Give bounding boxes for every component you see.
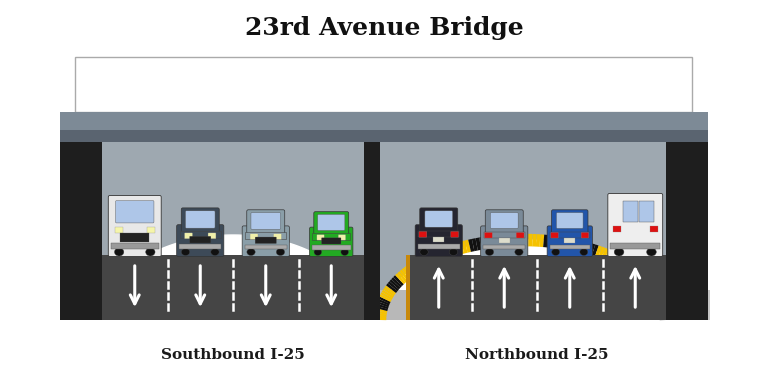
Bar xyxy=(179,245,221,249)
Bar xyxy=(611,243,660,249)
Bar xyxy=(483,245,525,250)
Bar xyxy=(433,237,444,242)
FancyBboxPatch shape xyxy=(557,213,583,228)
FancyBboxPatch shape xyxy=(451,232,458,237)
FancyBboxPatch shape xyxy=(481,226,528,257)
Bar xyxy=(550,232,590,238)
Bar xyxy=(60,142,102,320)
FancyBboxPatch shape xyxy=(181,208,219,232)
FancyBboxPatch shape xyxy=(185,211,215,228)
Bar xyxy=(60,290,102,320)
Bar xyxy=(406,255,410,320)
FancyBboxPatch shape xyxy=(177,225,223,257)
Polygon shape xyxy=(102,235,364,320)
Bar xyxy=(60,142,708,320)
FancyBboxPatch shape xyxy=(581,232,589,238)
FancyBboxPatch shape xyxy=(547,226,592,257)
Ellipse shape xyxy=(580,248,588,255)
Polygon shape xyxy=(380,240,666,320)
FancyBboxPatch shape xyxy=(184,233,193,239)
Bar xyxy=(418,231,459,237)
FancyBboxPatch shape xyxy=(551,210,588,233)
Bar xyxy=(613,226,621,232)
Ellipse shape xyxy=(247,248,255,255)
FancyBboxPatch shape xyxy=(208,233,216,239)
Ellipse shape xyxy=(314,248,322,255)
Bar xyxy=(624,201,638,222)
FancyBboxPatch shape xyxy=(247,210,285,233)
FancyBboxPatch shape xyxy=(255,237,276,243)
Bar xyxy=(60,130,708,142)
FancyBboxPatch shape xyxy=(190,236,211,243)
Bar xyxy=(180,231,221,238)
FancyBboxPatch shape xyxy=(310,227,353,257)
FancyBboxPatch shape xyxy=(485,210,523,233)
Bar xyxy=(364,142,380,320)
FancyBboxPatch shape xyxy=(108,195,161,257)
Ellipse shape xyxy=(341,248,349,255)
Ellipse shape xyxy=(420,248,429,255)
Text: Southbound I-25: Southbound I-25 xyxy=(161,348,305,362)
FancyBboxPatch shape xyxy=(242,226,290,257)
Bar xyxy=(60,112,708,130)
FancyBboxPatch shape xyxy=(317,235,324,240)
FancyBboxPatch shape xyxy=(273,234,281,239)
FancyBboxPatch shape xyxy=(516,232,524,238)
Text: 23rd Avenue Bridge: 23rd Avenue Bridge xyxy=(245,16,523,40)
Ellipse shape xyxy=(276,248,285,255)
Ellipse shape xyxy=(449,248,458,255)
Bar xyxy=(498,238,510,243)
Bar xyxy=(666,142,708,320)
Bar xyxy=(60,290,710,320)
FancyBboxPatch shape xyxy=(420,208,458,232)
Bar xyxy=(666,290,708,320)
Bar xyxy=(244,245,287,250)
FancyBboxPatch shape xyxy=(318,214,345,230)
Bar xyxy=(564,238,575,243)
Text: Northbound I-25: Northbound I-25 xyxy=(465,348,609,362)
FancyBboxPatch shape xyxy=(115,200,154,223)
Bar xyxy=(115,227,123,233)
Ellipse shape xyxy=(146,248,155,256)
Ellipse shape xyxy=(485,248,494,255)
FancyBboxPatch shape xyxy=(491,213,518,228)
FancyBboxPatch shape xyxy=(551,232,558,238)
FancyBboxPatch shape xyxy=(339,235,346,240)
Ellipse shape xyxy=(515,248,523,255)
Bar xyxy=(75,57,692,112)
Ellipse shape xyxy=(551,248,560,255)
Bar xyxy=(639,201,654,222)
Bar xyxy=(312,245,350,250)
Bar xyxy=(550,245,590,250)
Bar xyxy=(245,232,286,239)
Bar xyxy=(418,245,460,249)
FancyBboxPatch shape xyxy=(425,211,452,227)
FancyBboxPatch shape xyxy=(322,238,341,244)
Ellipse shape xyxy=(614,248,624,256)
Bar xyxy=(364,290,406,320)
FancyBboxPatch shape xyxy=(314,212,349,235)
Bar xyxy=(406,255,668,320)
FancyBboxPatch shape xyxy=(419,232,427,237)
Bar xyxy=(111,243,159,249)
FancyBboxPatch shape xyxy=(485,232,492,238)
Ellipse shape xyxy=(181,248,190,255)
Bar xyxy=(313,233,350,240)
FancyBboxPatch shape xyxy=(250,234,258,239)
Bar xyxy=(484,232,525,238)
FancyBboxPatch shape xyxy=(415,225,462,257)
FancyBboxPatch shape xyxy=(607,194,663,257)
FancyBboxPatch shape xyxy=(251,213,280,229)
Bar xyxy=(120,233,149,242)
Ellipse shape xyxy=(114,248,124,256)
Bar xyxy=(147,227,154,233)
Bar xyxy=(102,255,364,320)
Ellipse shape xyxy=(211,248,219,255)
Bar xyxy=(650,226,658,232)
Ellipse shape xyxy=(647,248,657,256)
